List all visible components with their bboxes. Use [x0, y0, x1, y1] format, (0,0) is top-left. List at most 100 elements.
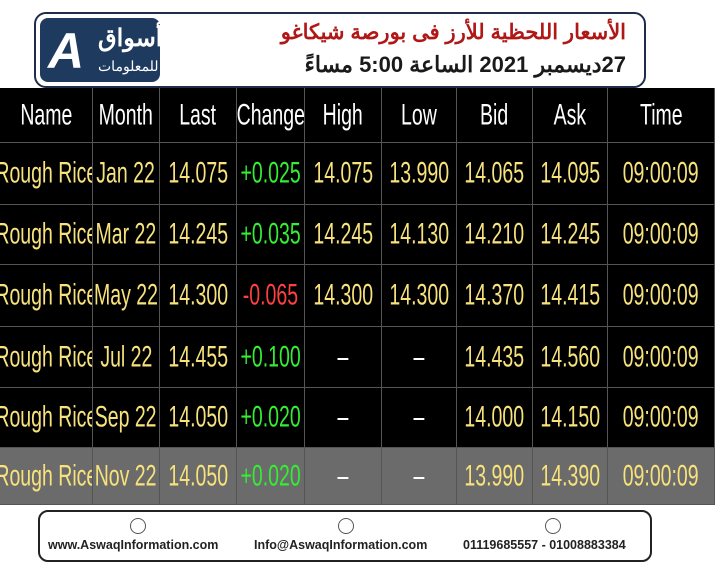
table-cell: –: [382, 388, 457, 448]
cell-text: 14.050: [168, 400, 228, 434]
table-cell: 14.300: [382, 265, 457, 327]
logo-name: أسواق: [98, 25, 163, 52]
table-cell: Rough Rice: [0, 448, 93, 505]
cell-text: 14.245: [540, 217, 600, 251]
table-cell: +0.100: [237, 327, 305, 388]
table-cell: 09:00:09: [608, 143, 715, 205]
cell-text: Rough Rice: [0, 217, 93, 251]
cell-text: 14.370: [464, 278, 525, 312]
cell-text: 14.300: [389, 278, 449, 312]
column-header: Low: [382, 88, 457, 143]
cell-text: –: [337, 339, 349, 374]
cell-text: Ask: [553, 97, 587, 132]
cell-text: +0.025: [240, 156, 301, 190]
table-cell: 14.455: [160, 327, 237, 388]
phones: 01119685557 - 01008883384: [463, 538, 626, 552]
cell-text: Last: [179, 97, 217, 132]
cell-text: 14.130: [389, 217, 449, 251]
logo-mark: A: [48, 23, 85, 79]
cell-text: May 22: [94, 278, 158, 312]
table-cell: 14.000: [457, 388, 533, 448]
table-cell: +0.025: [237, 143, 305, 205]
table-cell: 14.415: [533, 265, 608, 327]
table-cell: 14.390: [533, 448, 608, 505]
table-cell: 09:00:09: [608, 265, 715, 327]
column-header: Name: [0, 88, 93, 143]
table-cell: 14.245: [533, 205, 608, 265]
cell-text: –: [413, 458, 425, 493]
mail-icon: [338, 518, 354, 534]
subtitle: 27ديسمبر 2021 الساعة 5:00 مساءً: [304, 52, 626, 77]
table-cell: Rough Rice: [0, 265, 93, 327]
cell-text: Time: [639, 97, 683, 132]
cell-text: 09:00:09: [623, 339, 699, 374]
title: الأسعار اللحظية للأرز فى بورصة شيكاغو: [280, 21, 626, 44]
table-cell: –: [305, 327, 382, 388]
table-cell: 14.050: [160, 388, 237, 448]
table-cell: –: [305, 448, 382, 505]
table-cell: 09:00:09: [608, 448, 715, 505]
column-header: Bid: [457, 88, 533, 143]
cell-text: Jan 22: [96, 156, 156, 190]
cell-text: Rough Rice: [0, 278, 93, 312]
table-cell: 14.050: [160, 448, 237, 505]
cell-text: 14.455: [168, 339, 228, 374]
cell-text: Month: [98, 97, 154, 132]
cell-text: Change: [237, 97, 305, 132]
table-cell: 14.245: [160, 205, 237, 265]
web-icon: [130, 518, 146, 534]
table-cell: 09:00:09: [608, 205, 715, 265]
table-cell: 09:00:09: [608, 388, 715, 448]
table-cell: Jul 22: [93, 327, 160, 388]
column-header: Ask: [533, 88, 608, 143]
price-table: Name Month Last Change High Low Bid Ask Time Roug…: [0, 88, 715, 505]
table-cell: 13.990: [457, 448, 533, 505]
cell-text: 14.210: [464, 217, 525, 251]
cell-text: –: [337, 400, 349, 434]
cell-text: 14.075: [168, 156, 228, 190]
table-cell: 14.435: [457, 327, 533, 388]
cell-text: Name: [19, 97, 73, 132]
table-cell: +0.020: [237, 448, 305, 505]
cell-text: +0.100: [240, 339, 301, 374]
cell-text: 14.050: [168, 458, 228, 493]
cell-text: 14.300: [168, 278, 228, 312]
cell-text: Low: [401, 97, 437, 132]
cell-text: High: [322, 97, 364, 132]
column-header: High: [305, 88, 382, 143]
cell-text: Rough Rice: [0, 156, 93, 190]
cell-text: 13.990: [464, 458, 525, 493]
cell-text: 14.245: [313, 217, 373, 251]
cell-text: +0.035: [240, 217, 301, 251]
cell-text: Mar 22: [95, 217, 157, 251]
cell-text: +0.020: [240, 458, 301, 493]
table-cell: +0.035: [237, 205, 305, 265]
cell-text: 14.065: [464, 156, 525, 190]
column-header: Month: [93, 88, 160, 143]
table-cell: 14.300: [305, 265, 382, 327]
cell-text: 14.390: [540, 458, 600, 493]
cell-text: 09:00:09: [623, 458, 699, 493]
cell-text: –: [337, 458, 349, 493]
table-cell: -0.065: [237, 265, 305, 327]
column-header: Time: [608, 88, 715, 143]
table-cell: Sep 22: [93, 388, 160, 448]
cell-text: Nov 22: [95, 458, 157, 493]
table-cell: 14.075: [160, 143, 237, 205]
cell-text: 14.245: [168, 217, 228, 251]
table-cell: May 22: [93, 265, 160, 327]
cell-text: Sep 22: [95, 400, 157, 434]
table-cell: 09:00:09: [608, 327, 715, 388]
column-header: Last: [160, 88, 237, 143]
cell-text: 13.990: [389, 156, 449, 190]
table-cell: –: [382, 327, 457, 388]
table-cell: 14.065: [457, 143, 533, 205]
email: Info@AswaqInformation.com: [254, 538, 428, 552]
table-cell: 14.130: [382, 205, 457, 265]
footer: www.AswaqInformation.com Info@AswaqInfor…: [38, 510, 652, 562]
table-cell: Rough Rice: [0, 143, 93, 205]
cell-text: 14.150: [540, 400, 600, 434]
table-cell: Jan 22: [93, 143, 160, 205]
cell-text: Rough Rice: [0, 458, 93, 493]
